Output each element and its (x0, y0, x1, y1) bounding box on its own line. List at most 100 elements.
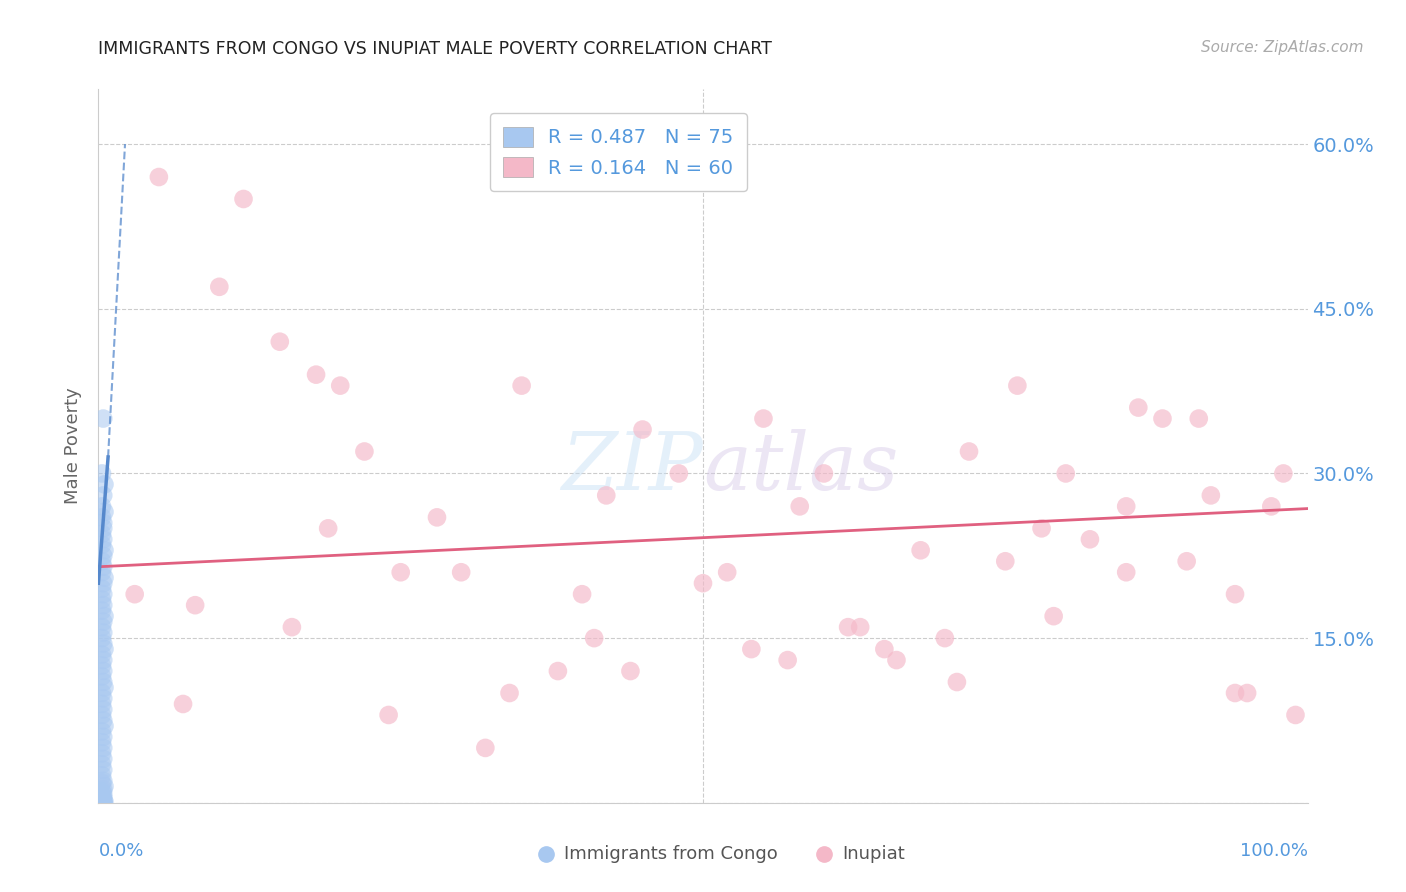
Point (232, 192, 254, 206)
Point (1260, 500, 1282, 514)
Point (91, 582, 114, 596)
Point (91, 702, 114, 716)
Text: 100.0%: 100.0% (1240, 842, 1308, 860)
Point (91, 631, 114, 645)
Point (91, 796, 114, 810)
Point (91, 795, 114, 809)
Point (91, 549, 114, 563)
Point (934, 631, 956, 645)
Point (93, 477, 115, 491)
Point (91, 747, 114, 761)
Point (91, 516, 114, 530)
Text: atlas: atlas (703, 429, 898, 506)
Point (305, 368, 328, 382)
Point (1223, 587, 1246, 601)
Point (1199, 488, 1222, 502)
Point (91, 773, 114, 788)
Point (377, 708, 399, 723)
Legend: R = 0.487   N = 75, R = 0.164   N = 60: R = 0.487 N = 75, R = 0.164 N = 60 (489, 113, 747, 191)
Point (1115, 500, 1137, 514)
Point (631, 423, 654, 437)
Text: 0.0%: 0.0% (98, 842, 143, 860)
Point (91, 776, 114, 790)
Point (1188, 411, 1211, 425)
Point (91, 794, 114, 808)
Point (93, 795, 115, 809)
Point (813, 467, 835, 481)
Text: Inupiat: Inupiat (842, 846, 905, 863)
Point (957, 444, 980, 458)
Point (91, 648, 114, 662)
Text: Source: ZipAtlas.com: Source: ZipAtlas.com (1201, 40, 1364, 55)
Point (93, 609, 115, 624)
Point (474, 740, 496, 755)
Point (1054, 467, 1077, 481)
Point (91, 791, 114, 805)
Point (1078, 533, 1101, 547)
Point (91, 796, 114, 810)
Point (91, 521, 114, 535)
Point (184, 598, 207, 612)
Point (426, 510, 449, 524)
Point (208, 280, 231, 294)
Point (269, 334, 291, 349)
Point (93, 571, 115, 585)
Point (910, 543, 932, 558)
Point (93, 681, 115, 695)
Point (498, 686, 520, 700)
Text: ZIP: ZIP (561, 429, 703, 506)
Point (91, 559, 114, 574)
Point (1284, 708, 1306, 723)
Point (450, 566, 472, 580)
Point (91, 533, 114, 547)
Point (91, 411, 114, 425)
Point (91, 768, 114, 782)
Point (91, 658, 114, 673)
Point (91, 796, 114, 810)
Point (1152, 411, 1174, 425)
Point (91, 587, 114, 601)
Point (91, 488, 114, 502)
Point (1236, 686, 1258, 700)
Point (946, 675, 969, 690)
Point (93, 543, 115, 558)
Point (91, 554, 114, 568)
Point (91, 792, 114, 806)
Point (91, 566, 114, 580)
Point (91, 664, 114, 678)
Text: Immigrants from Congo: Immigrants from Congo (564, 846, 778, 863)
Point (91, 724, 114, 739)
Point (91, 653, 114, 667)
Point (91, 752, 114, 766)
Point (91, 576, 114, 591)
Point (91, 675, 114, 690)
Point (1223, 686, 1246, 700)
Point (789, 500, 811, 514)
Point (148, 169, 170, 184)
Point (837, 620, 859, 634)
Point (1042, 609, 1064, 624)
Point (91, 615, 114, 629)
Point (91, 500, 114, 514)
Point (1115, 566, 1137, 580)
Point (91, 714, 114, 728)
Point (873, 642, 896, 657)
Point (124, 587, 146, 601)
Point (849, 620, 872, 634)
Point (716, 566, 738, 580)
Point (91, 782, 114, 797)
Point (91, 467, 114, 481)
Point (91, 730, 114, 744)
Point (91, 740, 114, 755)
Point (583, 631, 606, 645)
Point (91, 790, 114, 805)
Point (668, 467, 690, 481)
Point (692, 576, 714, 591)
Point (91, 787, 114, 801)
Point (510, 378, 533, 392)
Point (752, 411, 775, 425)
Point (353, 444, 375, 458)
Point (91, 592, 114, 607)
Point (91, 625, 114, 640)
Point (91, 796, 114, 810)
